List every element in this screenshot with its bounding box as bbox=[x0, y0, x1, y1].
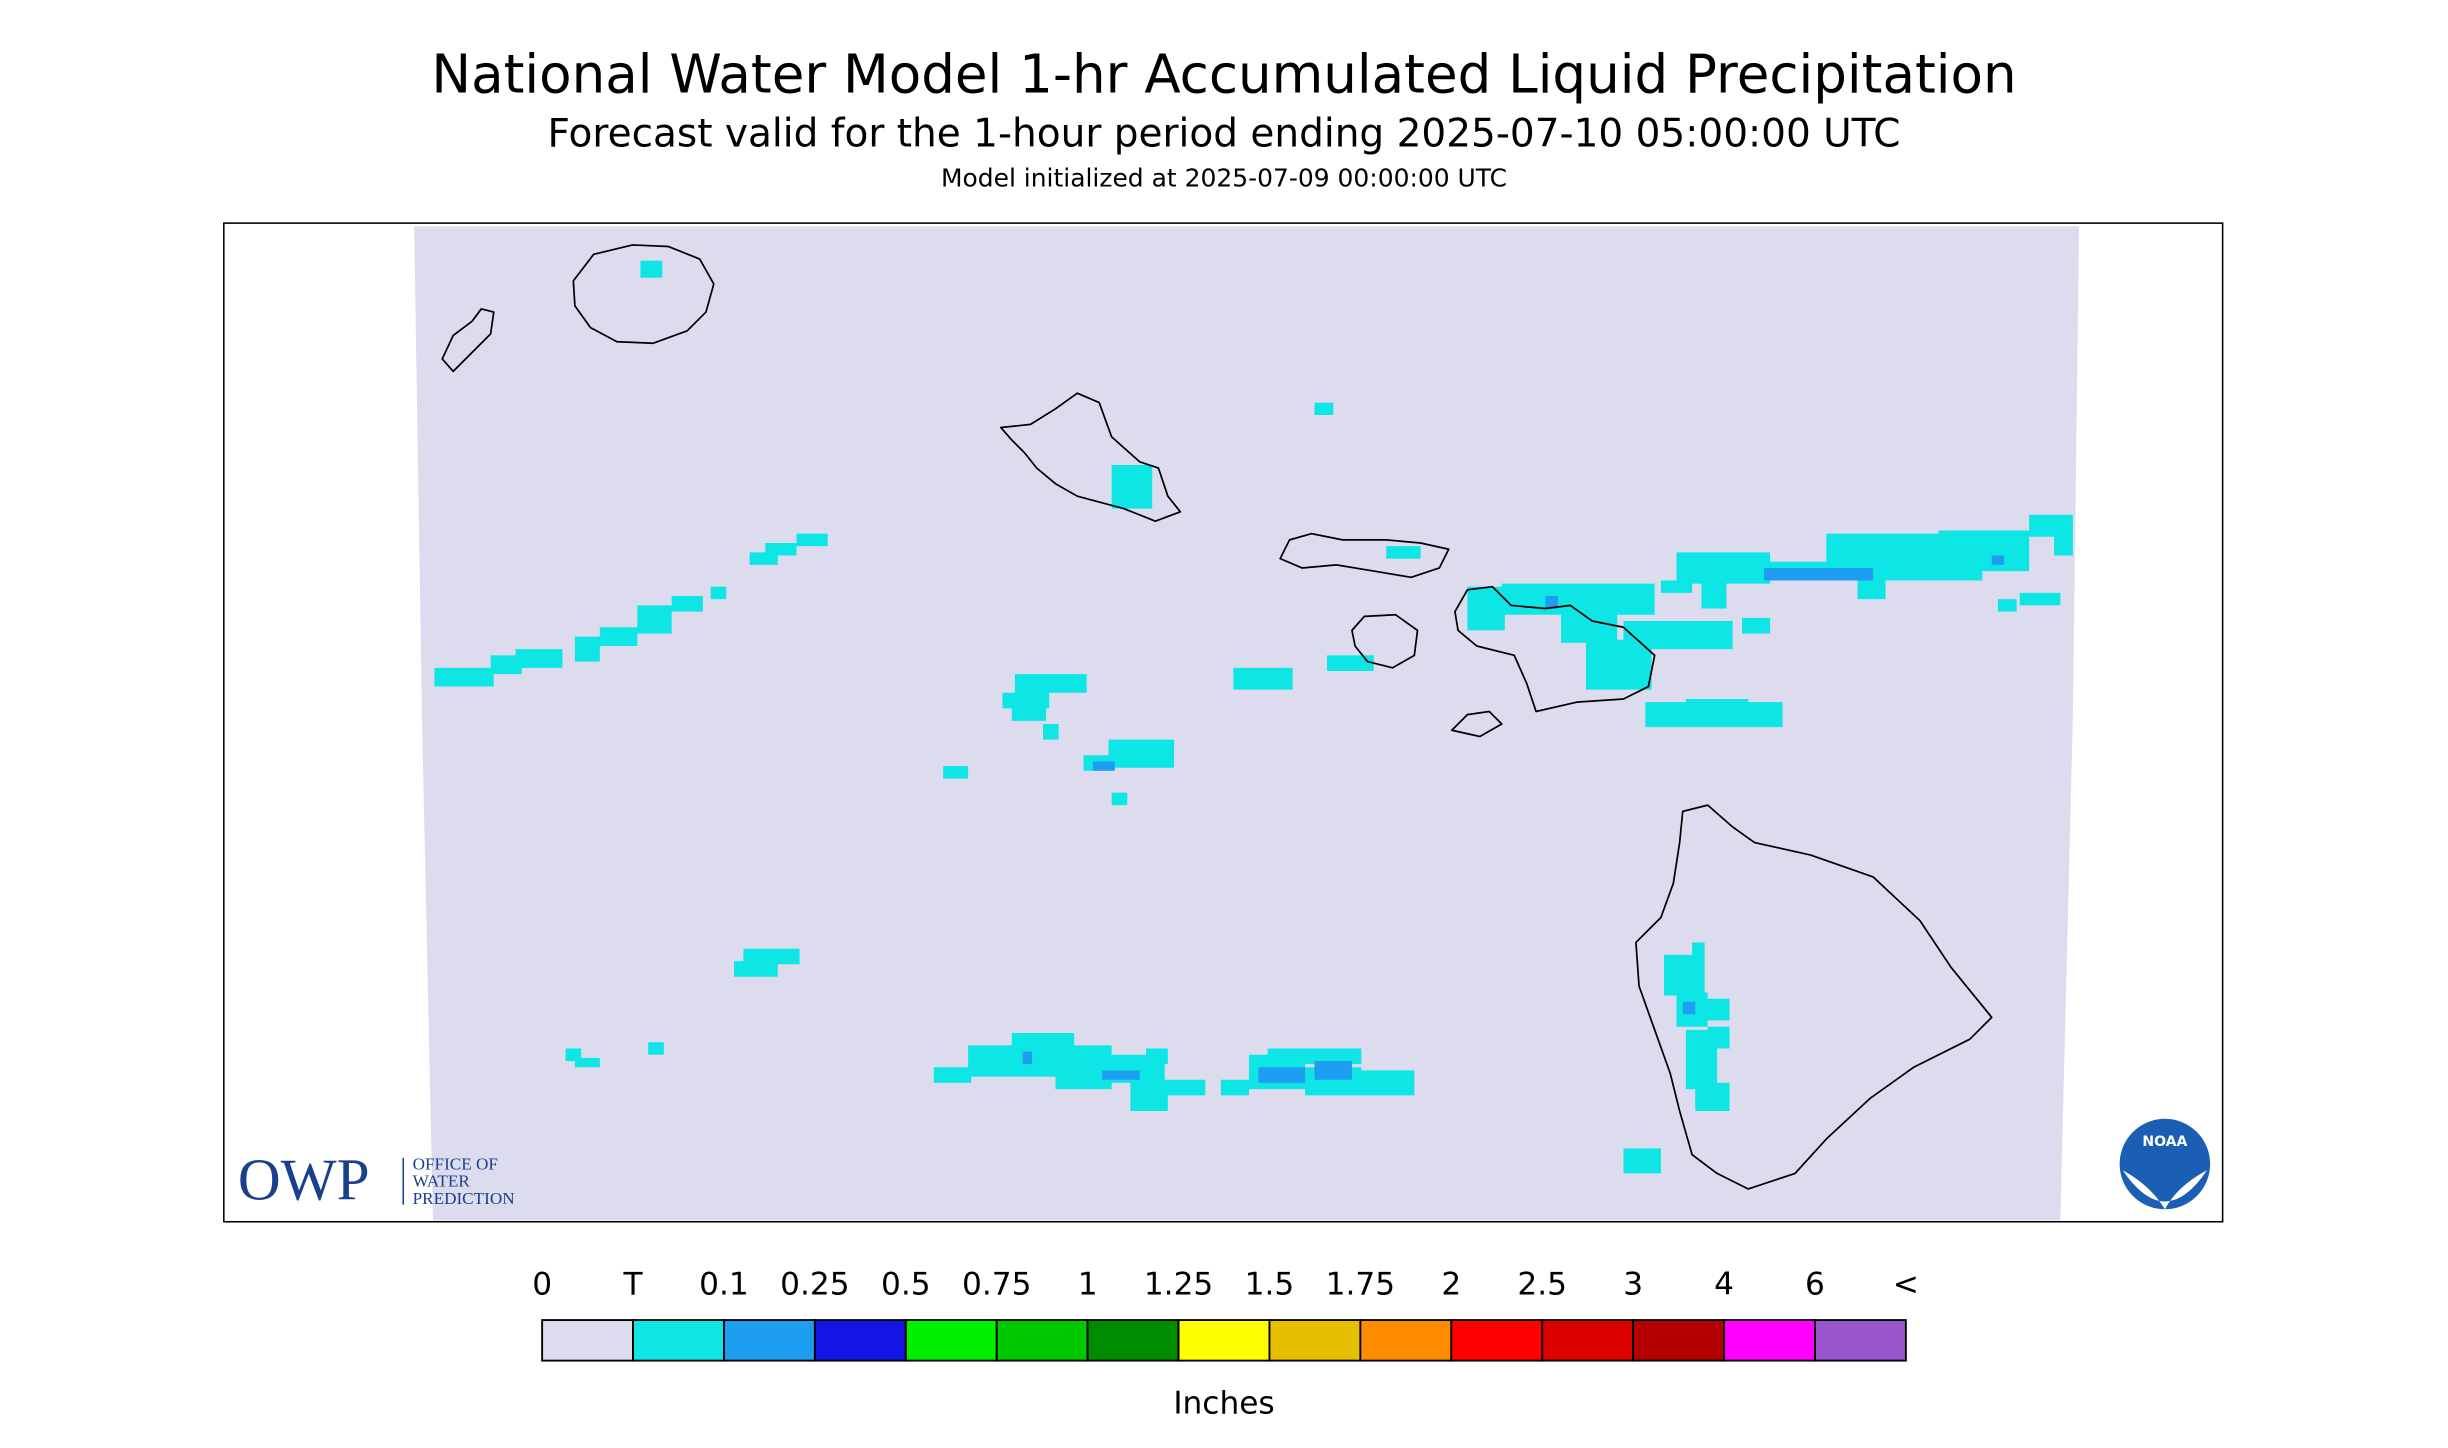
owp-mark: OWP bbox=[238, 1146, 370, 1212]
legend-label: 0.1 bbox=[699, 1267, 749, 1303]
colorbar: 0 T 0.1 0.25 0.5 0.75 1 1.25 1.5 1.75 2 2.5 3 4 6 < bbox=[532, 1267, 1919, 1362]
color-box bbox=[1450, 1319, 1544, 1362]
legend-label: 0 bbox=[532, 1267, 552, 1303]
color-box bbox=[632, 1319, 725, 1362]
color-box bbox=[813, 1319, 907, 1362]
precip-areas bbox=[434, 260, 2073, 1174]
legend-label: 1.75 bbox=[1326, 1267, 1395, 1303]
legend-label: 0.5 bbox=[881, 1267, 931, 1303]
noaa-logo: NOAA bbox=[2116, 1115, 2214, 1213]
owp-line: OFFICE OF bbox=[413, 1155, 498, 1174]
legend-label: 0.25 bbox=[780, 1267, 849, 1303]
legend-label: T bbox=[623, 1267, 644, 1303]
legend-label: 1.25 bbox=[1144, 1267, 1213, 1303]
color-box bbox=[904, 1319, 998, 1362]
noaa-text: NOAA bbox=[2142, 1134, 2187, 1150]
title: National Water Model 1-hr Accumulated Li… bbox=[431, 44, 2016, 106]
color-box bbox=[1359, 1319, 1453, 1362]
coastlines bbox=[441, 244, 1993, 1190]
color-box bbox=[1723, 1319, 1816, 1362]
color-box bbox=[995, 1319, 1089, 1362]
noaa-disc bbox=[2116, 1115, 2214, 1213]
legend-label: 4 bbox=[1714, 1267, 1734, 1303]
owp-line: WATER bbox=[413, 1172, 471, 1191]
color-box bbox=[1086, 1319, 1180, 1362]
legend-label: 1.5 bbox=[1245, 1267, 1295, 1303]
legend-label: < bbox=[1893, 1267, 1919, 1303]
color-box bbox=[1814, 1319, 1907, 1362]
color-box bbox=[1541, 1319, 1635, 1362]
color-box bbox=[723, 1319, 816, 1362]
legend-label: 6 bbox=[1805, 1267, 1825, 1303]
subtitle: Forecast valid for the 1-hour period end… bbox=[548, 111, 1901, 156]
init-time: Model initialized at 2025-07-09 00:00:00… bbox=[941, 163, 1507, 192]
legend-label: 2 bbox=[1441, 1267, 1461, 1303]
model-domain bbox=[414, 226, 2080, 1221]
legend-label: 1 bbox=[1078, 1267, 1098, 1303]
legend-label: 2.5 bbox=[1517, 1267, 1567, 1303]
color-box bbox=[1268, 1319, 1362, 1362]
map: OWP OFFICE OF WATER PREDICTION NOAA bbox=[223, 222, 2224, 1223]
legend-label: 3 bbox=[1623, 1267, 1643, 1303]
color-box bbox=[1632, 1319, 1725, 1362]
color-box bbox=[1177, 1319, 1271, 1362]
owp-line: PREDICTION bbox=[413, 1189, 515, 1208]
legend-label: 0.75 bbox=[962, 1267, 1031, 1303]
owp-logo: OWP OFFICE OF WATER PREDICTION bbox=[238, 1146, 515, 1212]
unit-label: Inches bbox=[1173, 1385, 1274, 1421]
color-box bbox=[541, 1319, 634, 1362]
